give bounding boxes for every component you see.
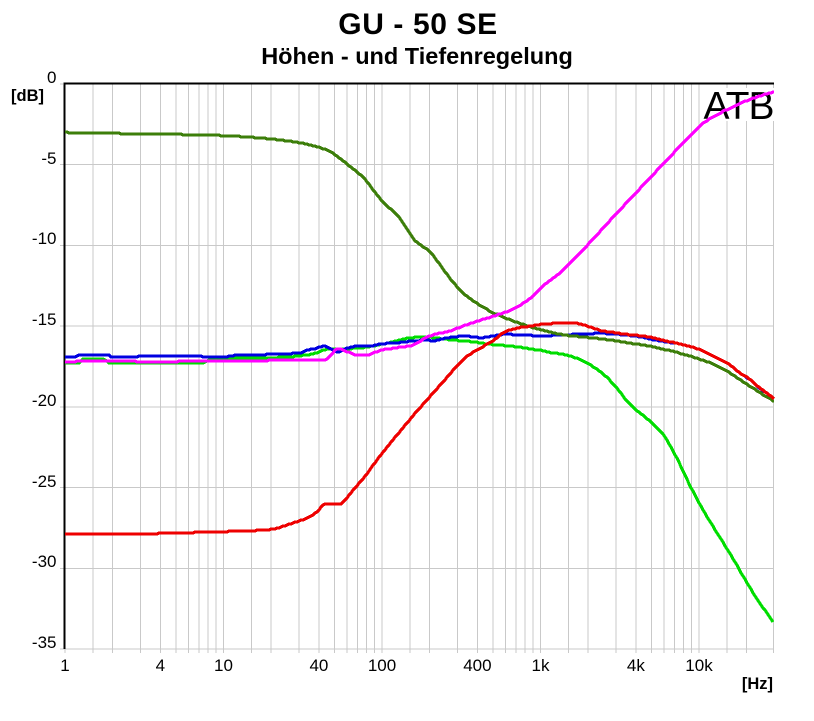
svg-text:-20: -20 [32,391,57,410]
svg-text:10k: 10k [685,656,713,675]
svg-text:-35: -35 [32,633,57,652]
svg-text:100: 100 [368,656,396,675]
svg-text:1k: 1k [532,656,550,675]
svg-text:4k: 4k [627,656,645,675]
svg-text:0: 0 [47,68,56,87]
svg-text:-10: -10 [32,229,57,248]
svg-text:GU - 50 SE: GU - 50 SE [338,8,497,41]
svg-text:1: 1 [60,656,69,675]
svg-text:4: 4 [156,656,165,675]
svg-text:-25: -25 [32,472,57,491]
svg-text:ATB: ATB [704,85,775,128]
svg-text:[Hz]: [Hz] [742,675,773,693]
svg-text:400: 400 [463,656,491,675]
svg-text:-15: -15 [32,310,57,329]
svg-text:-5: -5 [41,149,56,168]
svg-text:-30: -30 [32,552,57,571]
svg-text:Höhen - und Tiefenregelung: Höhen - und Tiefenregelung [261,43,573,69]
svg-text:[dB]: [dB] [11,87,44,105]
svg-text:40: 40 [309,656,328,675]
svg-text:10: 10 [214,656,233,675]
